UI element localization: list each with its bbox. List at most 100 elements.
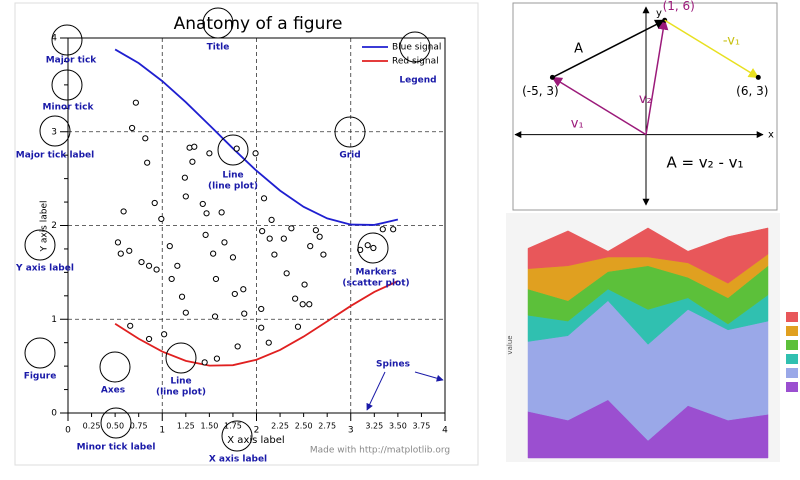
x-minor-tick-label: 0.50	[106, 422, 124, 431]
scatter-marker	[307, 243, 314, 250]
scatter-marker	[174, 262, 181, 269]
chart-title: Anatomy of a figure	[174, 14, 343, 34]
annotation-label: Axes	[101, 386, 125, 396]
line-series	[114, 280, 399, 367]
legend-swatch	[786, 382, 798, 392]
x-tick-label: 1	[159, 426, 165, 436]
annotation-circle	[39, 115, 71, 147]
equation: A = v₂ - v₁	[666, 154, 743, 172]
scatter-marker	[231, 290, 238, 298]
y-axis-label: value	[506, 335, 514, 354]
vector-label: -v₁	[723, 33, 740, 48]
vector-point	[755, 74, 761, 80]
legend-swatch	[786, 340, 798, 350]
x-axis-label: X axis label	[227, 435, 284, 446]
annotation-label: (line plot)	[208, 182, 258, 192]
scatter-marker	[212, 275, 220, 283]
scatter-marker	[168, 275, 175, 283]
vector-arrow	[552, 19, 666, 79]
y-tick-label: 4	[51, 34, 57, 44]
scatter-marker	[128, 124, 136, 132]
vector-arrow	[664, 19, 760, 79]
scatter-marker	[266, 235, 273, 242]
annotation-circle	[51, 69, 83, 101]
scatter-marker	[210, 250, 217, 257]
scatter-marker	[145, 335, 153, 343]
scatter-marker	[203, 210, 210, 217]
scatter-marker	[294, 323, 302, 330]
annotation-label: Line	[222, 171, 243, 181]
scatter-marker	[132, 99, 139, 106]
annotation-label: Line	[170, 377, 191, 387]
scatter-marker	[240, 286, 247, 293]
scatter-marker	[211, 313, 219, 320]
scatter-marker	[182, 193, 189, 200]
annotation-circle	[24, 337, 56, 369]
scatter-marker	[114, 239, 122, 246]
scatter-marker	[199, 200, 206, 208]
scatter-marker	[218, 209, 225, 216]
annotation-arrow	[366, 371, 386, 411]
x-minor-tick-label: 3.50	[389, 422, 407, 431]
scatter-marker	[201, 359, 208, 366]
scatter-marker	[379, 226, 386, 233]
x-minor-tick-label: 2.50	[295, 422, 313, 431]
line-series	[114, 48, 399, 226]
scatter-marker	[258, 305, 265, 313]
x-axis-label: x	[768, 130, 774, 141]
scatter-marker	[161, 331, 168, 338]
vector-point	[549, 74, 555, 80]
scatter-marker	[189, 158, 196, 165]
scatter-marker	[138, 258, 145, 266]
legend-swatch	[786, 368, 798, 378]
scatter-marker	[252, 150, 259, 157]
scatter-marker	[117, 250, 124, 257]
vector-arrow	[551, 76, 647, 136]
scatter-marker	[144, 159, 151, 166]
legend-swatch	[786, 312, 798, 322]
scatter-marker	[316, 233, 323, 240]
scatter-marker	[370, 244, 377, 252]
annotation-label: Spines	[376, 360, 410, 370]
annotation-circle	[99, 351, 131, 383]
scatter-marker	[234, 343, 241, 350]
scatter-marker	[390, 226, 397, 233]
y-tick-label: 0	[51, 409, 57, 419]
scatter-marker	[221, 239, 228, 246]
scatter-marker	[268, 216, 275, 223]
x-minor-tick-label: 2.75	[318, 422, 336, 431]
scatter-marker	[127, 322, 134, 329]
scatter-marker	[265, 339, 272, 346]
scatter-marker	[151, 199, 158, 207]
scatter-marker	[166, 243, 173, 250]
scatter-marker	[182, 309, 189, 316]
scatter-marker	[259, 228, 266, 235]
annotation-label: Minor tick label	[77, 443, 156, 453]
scatter-marker	[312, 227, 319, 234]
annotation-label: Minor tick	[43, 103, 95, 113]
vector-label: v₂	[639, 92, 652, 107]
annotation-label: Major tick label	[16, 151, 95, 161]
axes-spines	[67, 37, 446, 414]
scatter-marker	[299, 301, 306, 308]
y-tick-label: 1	[51, 315, 57, 325]
legend-label: Blue signal	[392, 43, 441, 53]
x-tick-label: 0	[65, 426, 71, 436]
annotation-circle	[165, 342, 197, 374]
y-tick-label: 3	[51, 127, 57, 137]
x-minor-tick-label: 0.75	[130, 422, 148, 431]
scatter-marker	[260, 195, 268, 202]
scatter-marker	[301, 281, 308, 288]
scatter-marker	[120, 208, 127, 215]
x-minor-tick-label: 1.50	[200, 422, 218, 431]
scatter-marker	[283, 270, 290, 277]
annotation-label: (line plot)	[156, 388, 206, 398]
y-axis-label: y	[656, 8, 662, 19]
scatter-marker	[320, 251, 327, 258]
annotation-circle	[202, 7, 234, 39]
scatter-marker	[213, 355, 221, 362]
annotation-arrow	[414, 371, 444, 382]
annotation-circle	[399, 31, 431, 63]
scatter-marker	[145, 262, 153, 269]
scatter-marker	[364, 242, 371, 249]
